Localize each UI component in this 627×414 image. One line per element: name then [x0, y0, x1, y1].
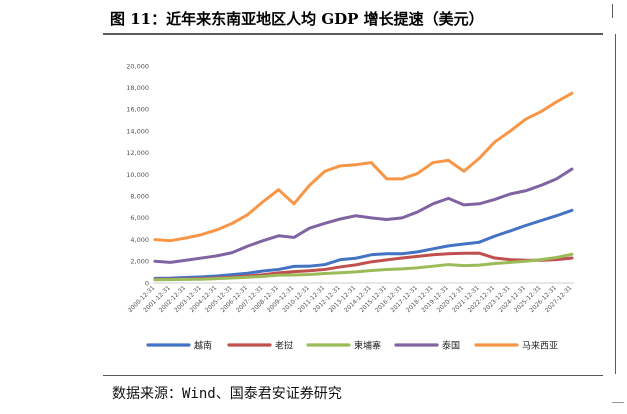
y-tick-label: 18,000 [126, 84, 149, 92]
y-tick-label: 6,000 [130, 214, 149, 222]
source-note: 数据来源：Wind、国泰君安证券研究 [112, 386, 342, 402]
y-tick-label: 20,000 [126, 62, 149, 70]
x-axis: 2000-12-312001-12-312002-12-312003-12-31… [127, 282, 574, 314]
right-edge-mark [612, 4, 613, 18]
y-tick-label: 4,000 [130, 236, 149, 244]
series-line [153, 252, 574, 282]
y-tick-label: 10,000 [126, 171, 149, 179]
series-line [153, 91, 574, 243]
legend: 越南 老挝 柬埔寨 泰国 马来西亚 [146, 339, 558, 351]
top-rule [103, 33, 603, 35]
legend-label: 马来西亚 [522, 340, 558, 351]
bottom-rule [103, 375, 603, 376]
legend-label: 柬埔寨 [354, 339, 381, 351]
y-tick-label: 14,000 [126, 127, 149, 135]
series-line [153, 208, 574, 280]
legend-label: 泰国 [442, 339, 460, 351]
right-edge-foot [612, 392, 624, 403]
y-axis: 0 2,000 4,000 6,000 8,000 10,000 12,000 14,000 1… [126, 62, 149, 287]
y-tick-label: 2,000 [130, 258, 149, 266]
right-edge-rule [615, 34, 616, 374]
series-lines [153, 91, 574, 282]
y-tick-label: 0 [145, 279, 149, 287]
figure-title: 图 11：近年来东南亚地区人均 GDP 增长提速（美元） [110, 10, 484, 28]
series-line [153, 167, 574, 264]
legend-label: 越南 [194, 339, 212, 351]
y-tick-label: 12,000 [126, 149, 149, 157]
y-tick-label: 8,000 [130, 193, 149, 201]
legend-label: 老挝 [275, 339, 293, 351]
y-tick-label: 16,000 [126, 106, 149, 114]
